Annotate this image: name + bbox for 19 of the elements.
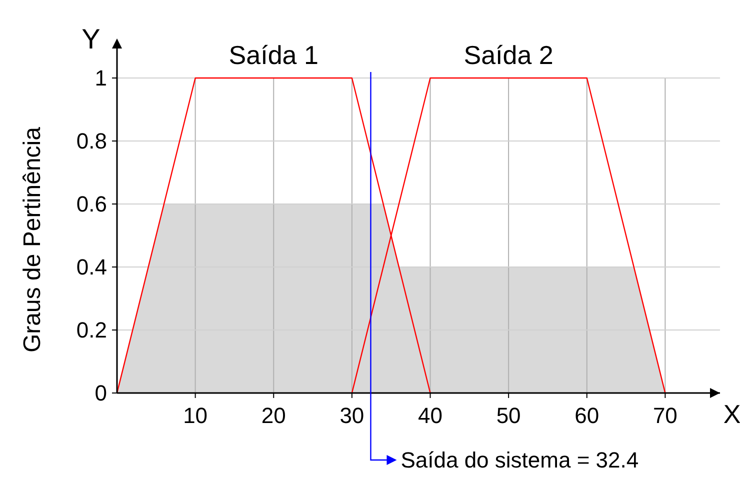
x-tick-label: 60 xyxy=(574,403,600,428)
series-label: Saída 1 xyxy=(228,40,318,70)
x-tick-label: 40 xyxy=(418,403,442,428)
x-tick-label: 70 xyxy=(652,403,678,428)
y-tick-label: 0.8 xyxy=(76,128,107,154)
x-tick-label: 30 xyxy=(340,403,364,428)
y-tick-label: 1 xyxy=(94,66,107,91)
x-tick-label: 50 xyxy=(496,403,521,428)
y-tick-label: 0.6 xyxy=(76,192,107,217)
y-tick-label: 0.2 xyxy=(76,318,107,343)
text: Y xyxy=(82,23,101,54)
y-tick-label: 0.4 xyxy=(76,254,107,280)
x-tick-label: 20 xyxy=(261,403,286,428)
legend-label: Saída do sistema = 32.4 xyxy=(400,448,639,473)
y-tick-label: 0 xyxy=(94,380,107,406)
x-axis-title: X xyxy=(723,399,740,429)
y-axis-title: Graus de Pertinência xyxy=(19,126,46,352)
x-tick-label: 10 xyxy=(183,403,208,428)
series-label: Saída 2 xyxy=(464,40,554,70)
